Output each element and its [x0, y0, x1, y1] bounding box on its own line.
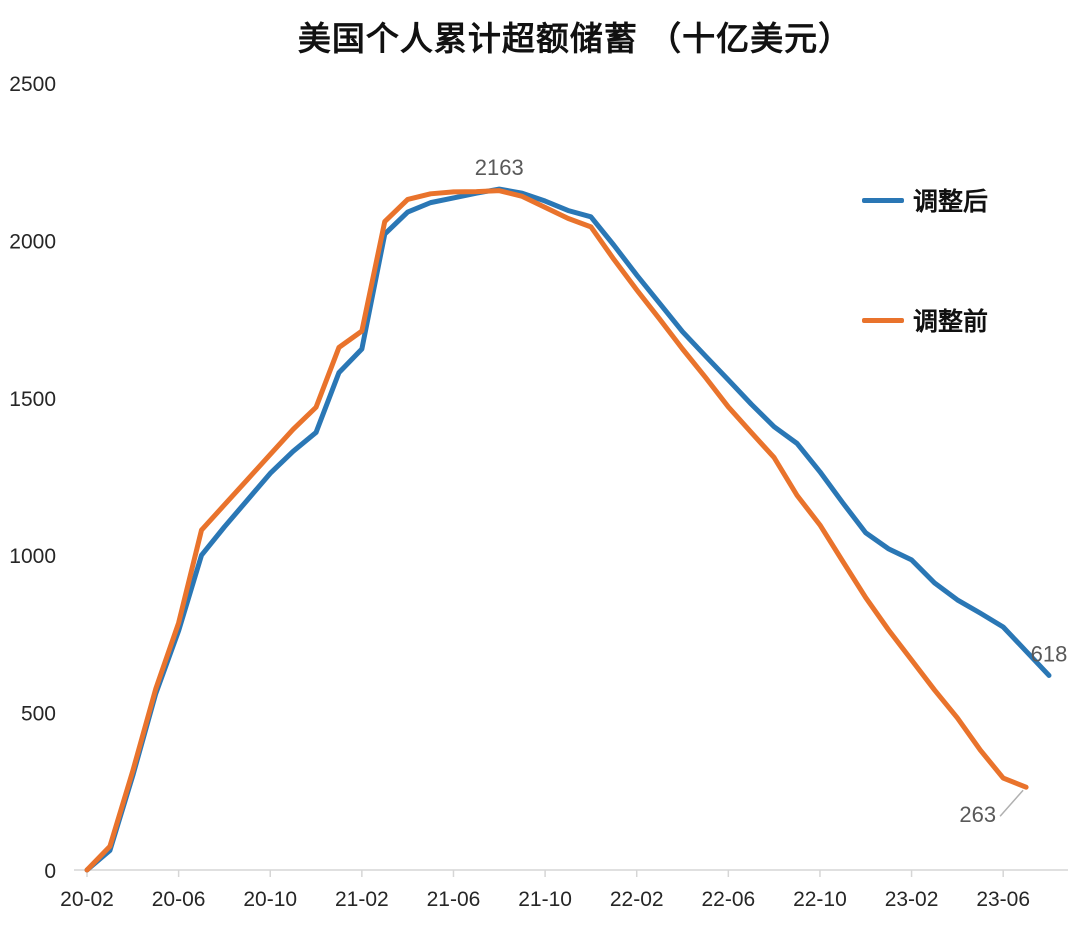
adjusted-series-line: [84, 186, 1052, 873]
x-tick-label: 20-06: [152, 888, 206, 911]
x-tick-label: 22-10: [793, 888, 847, 911]
y-tick-label: 2000: [9, 230, 56, 253]
legend-label-adjusted: 调整后: [913, 188, 989, 216]
chart-title: 美国个人累计超额储蓄 （十亿美元）: [297, 20, 853, 57]
x-tick-label: 21-10: [518, 888, 572, 911]
annotation-263: 263: [959, 802, 996, 827]
legend-item-unadjusted: 调整前: [862, 290, 988, 350]
x-axis: 20-02 20-06 20-10 21-02 21-06 21-10 22-02 22-06…: [60, 869, 1068, 911]
annotation-leader-line: [999, 789, 1024, 817]
x-tick-label: 23-02: [885, 888, 939, 911]
unadjusted-line-swatch: [862, 317, 904, 323]
x-tick-label: 20-02: [60, 888, 114, 911]
x-tick-label: 23-06: [976, 888, 1030, 911]
legend-item-adjusted: 调整后: [862, 170, 988, 230]
annotation-2163: 2163: [475, 155, 524, 180]
y-axis: 0 500 1000 1500 2000 2500: [9, 73, 56, 883]
adjusted-line-swatch: [862, 197, 904, 203]
y-tick-label: 2500: [9, 73, 56, 96]
x-tick-label: 20-10: [243, 888, 297, 911]
x-tick-label: 21-02: [335, 888, 389, 911]
unadjusted-series-line: [84, 188, 1029, 873]
x-tick-label: 22-02: [610, 888, 664, 911]
legend-label-unadjusted: 调整前: [913, 308, 989, 336]
annotation-618: 618: [1031, 641, 1068, 666]
y-tick-label: 500: [21, 703, 56, 726]
x-tick-label: 22-06: [701, 888, 755, 911]
y-tick-label: 1000: [9, 545, 56, 568]
y-tick-label: 0: [44, 860, 56, 883]
y-tick-label: 1500: [9, 388, 56, 411]
x-tick-label: 21-06: [427, 888, 481, 911]
legend: 调整后 调整前: [862, 170, 988, 410]
